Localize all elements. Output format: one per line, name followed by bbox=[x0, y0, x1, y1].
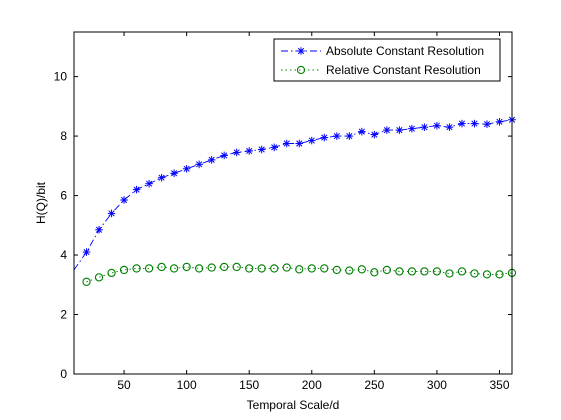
series-1 bbox=[83, 263, 516, 285]
x-tick-label: 100 bbox=[177, 378, 197, 392]
y-tick-label: 2 bbox=[60, 308, 67, 322]
data-point bbox=[346, 132, 354, 140]
series-line bbox=[74, 120, 512, 270]
data-point bbox=[133, 186, 141, 194]
data-point bbox=[433, 122, 441, 130]
data-point bbox=[183, 165, 191, 173]
y-tick-label: 10 bbox=[54, 70, 68, 84]
axis-ticks: 50 100 150 200 250 300 350 0 2 4 6 8 10 bbox=[54, 32, 512, 392]
data-point bbox=[496, 118, 504, 126]
data-point bbox=[321, 265, 328, 272]
data-point bbox=[383, 126, 391, 134]
data-point bbox=[208, 156, 216, 164]
legend: Absolute Constant Resolution Relative Con… bbox=[274, 39, 500, 81]
data-point bbox=[258, 146, 266, 154]
x-axis-label: Temporal Scale/d bbox=[247, 398, 340, 412]
data-point bbox=[108, 269, 115, 276]
y-axis-label: H(Q)/bit bbox=[34, 181, 48, 224]
data-point bbox=[108, 210, 116, 218]
data-point bbox=[195, 161, 203, 169]
data-point bbox=[220, 152, 228, 160]
data-point bbox=[83, 248, 91, 256]
legend-label: Relative Constant Resolution bbox=[326, 63, 481, 77]
legend-label: Absolute Constant Resolution bbox=[326, 44, 484, 58]
data-point bbox=[358, 128, 366, 136]
data-point bbox=[145, 265, 152, 272]
data-point bbox=[170, 169, 178, 177]
data-point bbox=[421, 123, 429, 131]
x-tick-label: 250 bbox=[364, 378, 384, 392]
data-point bbox=[171, 265, 178, 272]
series-0 bbox=[74, 116, 516, 270]
x-tick-label: 300 bbox=[427, 378, 447, 392]
data-point bbox=[208, 264, 215, 271]
data-point bbox=[233, 263, 240, 270]
y-tick-label: 4 bbox=[60, 248, 67, 262]
data-point bbox=[308, 137, 316, 145]
legend-marker bbox=[297, 47, 305, 55]
data-point bbox=[233, 149, 241, 157]
data-point bbox=[158, 174, 166, 182]
data-point bbox=[446, 123, 454, 131]
plot-area-frame bbox=[74, 32, 512, 374]
y-tick-label: 0 bbox=[60, 367, 67, 381]
data-point bbox=[396, 126, 404, 134]
data-point bbox=[270, 144, 278, 152]
data-point bbox=[295, 140, 303, 148]
data-point bbox=[245, 147, 253, 155]
data-point bbox=[320, 134, 328, 142]
y-tick-label: 8 bbox=[60, 129, 67, 143]
data-point bbox=[145, 180, 153, 188]
series-line bbox=[87, 267, 513, 282]
data-point bbox=[458, 120, 466, 128]
data-point bbox=[371, 269, 378, 276]
plot-data bbox=[74, 116, 516, 285]
data-point bbox=[471, 120, 479, 128]
data-point bbox=[408, 125, 416, 133]
x-tick-label: 350 bbox=[489, 378, 509, 392]
data-point bbox=[95, 274, 102, 281]
data-point bbox=[483, 120, 491, 128]
data-point bbox=[333, 132, 341, 140]
x-tick-label: 150 bbox=[239, 378, 259, 392]
x-tick-label: 200 bbox=[302, 378, 322, 392]
data-point bbox=[371, 131, 379, 139]
y-tick-label: 6 bbox=[60, 189, 67, 203]
data-point bbox=[283, 140, 291, 148]
data-point bbox=[120, 196, 128, 204]
data-point bbox=[483, 271, 490, 278]
data-point bbox=[95, 226, 103, 234]
x-tick-label: 50 bbox=[117, 378, 131, 392]
